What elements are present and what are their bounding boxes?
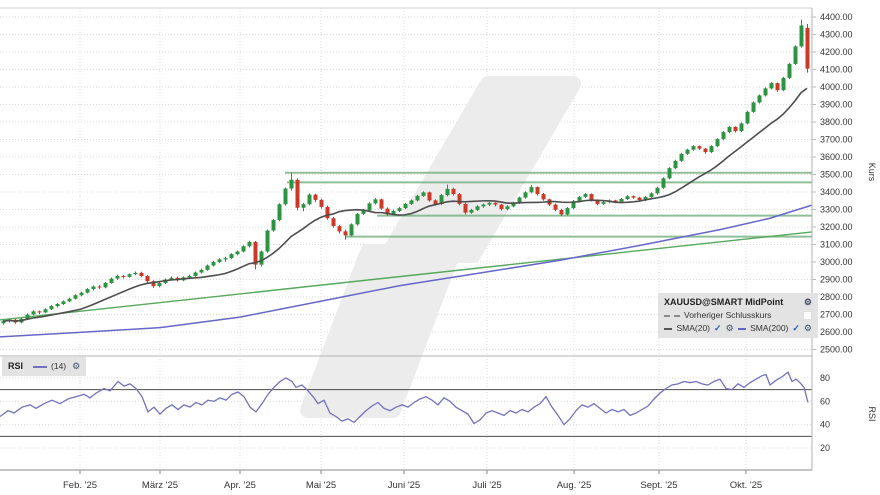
svg-text:2900.00: 2900.00 xyxy=(820,275,853,285)
support-resistance-levels xyxy=(285,171,812,238)
trend-line xyxy=(0,231,813,321)
svg-text:Mai '25: Mai '25 xyxy=(306,480,336,491)
prev-close-label: Vorheriger Schlusskurs xyxy=(684,310,772,320)
svg-text:Juni '25: Juni '25 xyxy=(388,480,420,491)
svg-text:Aug. '25: Aug. '25 xyxy=(557,480,592,491)
sma200-label: SMA(200) xyxy=(750,323,789,333)
svg-text:März '25: März '25 xyxy=(142,480,178,491)
settings-gear-icon[interactable]: ⚙ xyxy=(803,297,812,307)
svg-text:Juli '25: Juli '25 xyxy=(472,480,501,491)
sma20-line xyxy=(2,87,808,322)
svg-text:4000.00: 4000.00 xyxy=(820,82,853,92)
sma20-gear-icon[interactable]: ⚙ xyxy=(725,323,734,333)
time-axis: Feb. '25 März '25 Apr. '25 Mai '25 Juni '25 J… xyxy=(63,470,762,491)
svg-text:3000.00: 3000.00 xyxy=(820,257,853,267)
sma200-line-sample xyxy=(737,327,747,330)
main-chart-legend: XAUUSD@SMART MidPoint ⚙ Vorheriger Schlu… xyxy=(658,293,818,338)
svg-text:4200.00: 4200.00 xyxy=(820,47,853,57)
rsi-indicator-label: RSI xyxy=(8,361,24,371)
candlestick-series xyxy=(1,19,810,325)
rsi-gear-icon[interactable]: ⚙ xyxy=(72,361,81,371)
rsi-line xyxy=(0,371,809,426)
watermark-logo xyxy=(300,76,581,418)
svg-text:Feb. '25: Feb. '25 xyxy=(63,480,97,491)
prev-close-checkbox[interactable] xyxy=(803,311,812,320)
prev-close-line-sample xyxy=(664,314,680,317)
svg-text:2500.00: 2500.00 xyxy=(820,345,853,355)
sma200-gear-icon[interactable]: ⚙ xyxy=(803,323,812,333)
svg-text:4100.00: 4100.00 xyxy=(820,65,853,75)
pane-borders xyxy=(0,7,813,471)
svg-text:3800.00: 3800.00 xyxy=(820,117,853,127)
price-axis: 2500.00 2600.00 2700.00 2800.00 2900.00 3000.… xyxy=(812,12,853,355)
svg-text:3300.00: 3300.00 xyxy=(820,205,853,215)
sma20-label: SMA(20) xyxy=(676,323,711,333)
svg-text:40: 40 xyxy=(820,420,830,430)
svg-text:3500.00: 3500.00 xyxy=(820,170,853,180)
rsi-axis: 20 40 60 80 xyxy=(820,373,830,453)
svg-text:20: 20 xyxy=(820,443,830,453)
svg-text:80: 80 xyxy=(820,373,830,383)
rsi-legend: RSI (14) ⚙ xyxy=(2,357,87,376)
svg-text:60: 60 xyxy=(820,396,830,406)
svg-text:Sept. '25: Sept. '25 xyxy=(640,480,677,491)
svg-text:3600.00: 3600.00 xyxy=(820,152,853,162)
svg-text:Apr. '25: Apr. '25 xyxy=(224,480,256,491)
svg-text:3400.00: 3400.00 xyxy=(820,187,853,197)
svg-text:3200.00: 3200.00 xyxy=(820,222,853,232)
rsi-period-label: (14) xyxy=(51,361,67,371)
svg-text:2800.00: 2800.00 xyxy=(820,292,853,302)
price-axis-title: Kurs xyxy=(867,163,877,182)
sma200-checkmark-icon[interactable]: ✓ xyxy=(792,323,800,333)
svg-text:3900.00: 3900.00 xyxy=(820,100,853,110)
svg-text:4400.00: 4400.00 xyxy=(820,12,853,22)
sma200-line xyxy=(0,204,813,338)
svg-text:4300.00: 4300.00 xyxy=(820,30,853,40)
sma20-checkmark-icon[interactable]: ✓ xyxy=(714,323,722,333)
sma20-line-sample xyxy=(664,327,673,330)
rsi-line-sample xyxy=(33,365,48,368)
svg-text:3700.00: 3700.00 xyxy=(820,135,853,145)
rsi-axis-title: RSI xyxy=(867,406,877,421)
instrument-title: XAUUSD@SMART MidPoint xyxy=(664,297,784,307)
svg-text:2600.00: 2600.00 xyxy=(820,327,853,337)
svg-text:3100.00: 3100.00 xyxy=(820,240,853,250)
svg-text:Okt. '25: Okt. '25 xyxy=(730,480,762,491)
svg-text:2700.00: 2700.00 xyxy=(820,310,853,320)
